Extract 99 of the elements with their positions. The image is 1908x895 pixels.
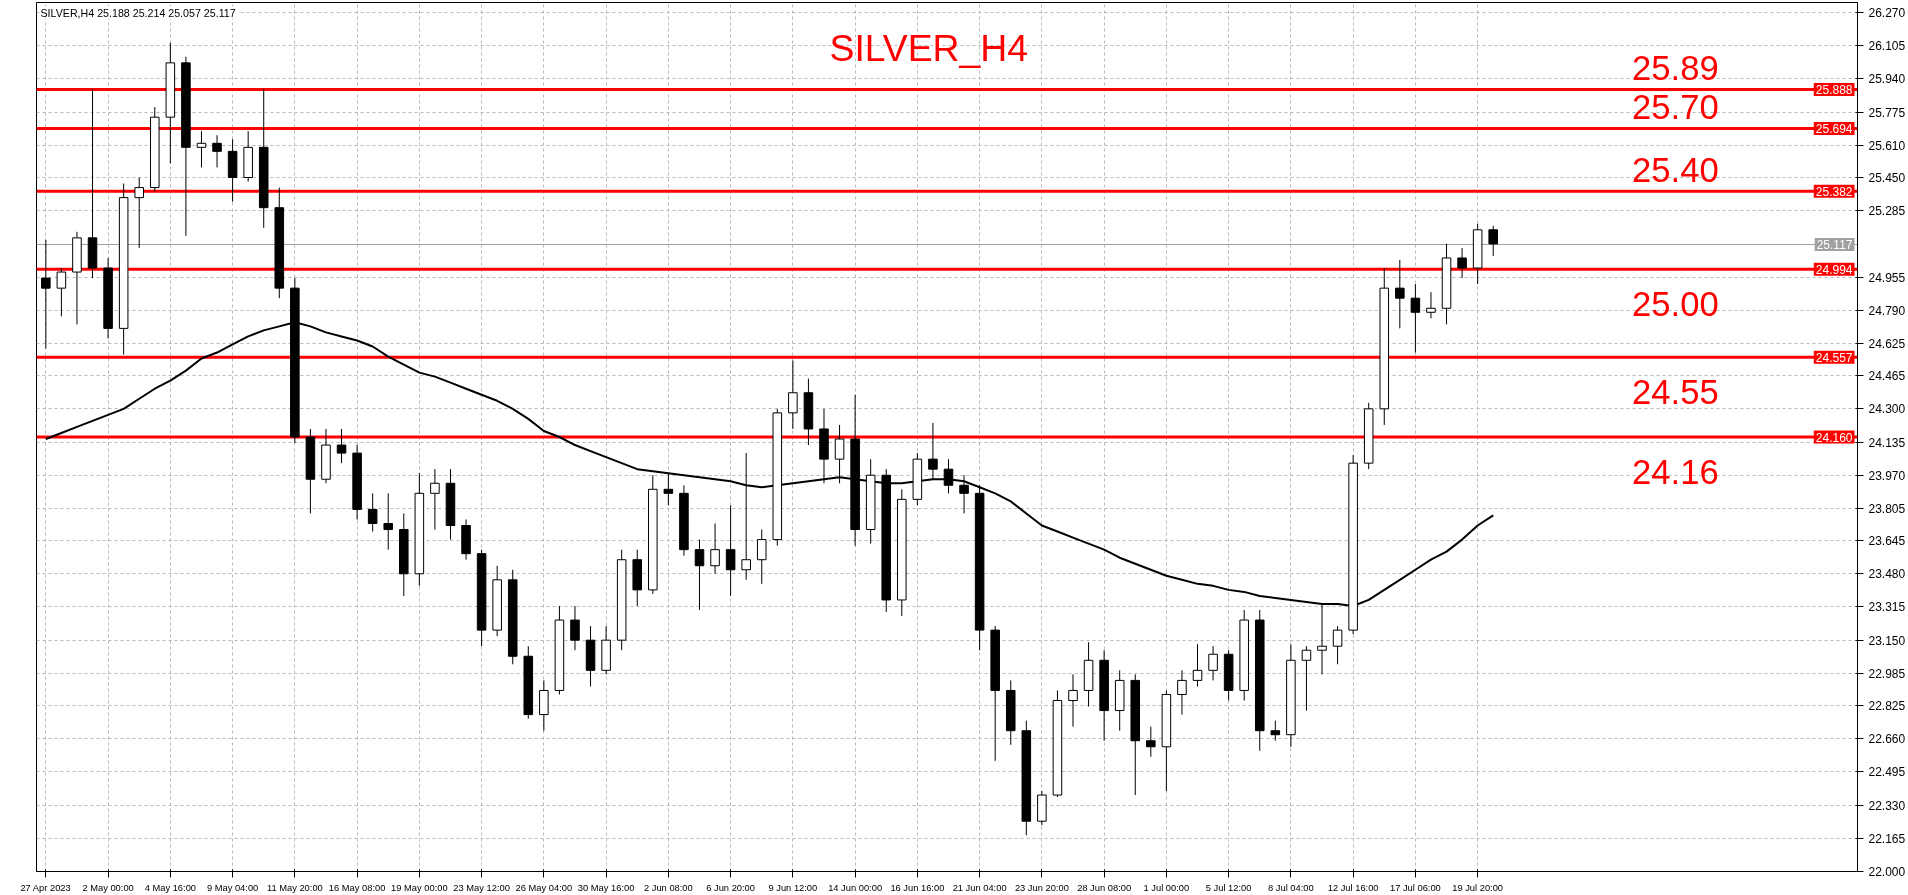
- candlestick: [1301, 645, 1312, 712]
- y-tick-label: 23.150: [1868, 633, 1906, 648]
- text: 24.16: [1632, 453, 1719, 491]
- candlestick: [212, 134, 222, 168]
- y-tick-label: 22.165: [1868, 831, 1906, 846]
- candlestick: [710, 523, 720, 575]
- x-tick-label: 26 May 04:00: [515, 882, 573, 893]
- candlestick: [663, 472, 674, 506]
- x-tick-label: 16 Jun 16:00: [890, 882, 945, 893]
- x-tick-label: 23 Jun 20:00: [1014, 882, 1069, 893]
- y-tick-label: 22.495: [1868, 765, 1906, 780]
- y-tick-label: 25.450: [1868, 171, 1906, 186]
- x-tick-label: 17 Jul 06:00: [1389, 882, 1441, 893]
- y-tick-label: 23.970: [1868, 468, 1906, 483]
- y-tick-label: 24.135: [1868, 435, 1906, 450]
- candlestick: [134, 177, 144, 249]
- candlestick: [383, 492, 394, 551]
- candlestick: [56, 267, 67, 317]
- candlestick: [928, 422, 938, 480]
- candlestick: [788, 360, 798, 430]
- y-tick-label: 22.660: [1868, 732, 1906, 747]
- y-tick-label: 26.105: [1868, 39, 1906, 54]
- text: 25.70: [1632, 88, 1719, 127]
- y-tick-label: 22.825: [1868, 699, 1906, 714]
- x-tick-label: 2 May 00:00: [82, 882, 134, 893]
- candlestick: [756, 529, 767, 585]
- ref-line-label: 25.694: [1815, 121, 1853, 136]
- text: 25.00: [1632, 285, 1719, 324]
- text: SILVER_H4: [829, 26, 1029, 69]
- x-tick-label: 30 May 16:00: [577, 882, 635, 893]
- y-tick-label: 24.790: [1868, 303, 1906, 318]
- y-tick-label: 24.465: [1868, 369, 1906, 384]
- ref-line-label: 25.888: [1815, 82, 1853, 97]
- candlestick: [570, 605, 580, 651]
- candlestick: [834, 424, 845, 484]
- candlestick: [725, 504, 736, 597]
- ref-line-label: 24.557: [1815, 350, 1853, 365]
- candlestick: [196, 130, 207, 168]
- text: 25.89: [1632, 49, 1719, 88]
- y-tick-label: 26.270: [1868, 6, 1906, 21]
- ref-line-label: 24.160: [1815, 430, 1853, 445]
- candlestick: [430, 468, 440, 531]
- x-tick-label: 28 Jun 08:00: [1077, 882, 1132, 893]
- y-tick-label: 25.775: [1868, 105, 1906, 120]
- y-tick-label: 23.805: [1868, 501, 1906, 516]
- y-tick-label: 24.955: [1868, 270, 1906, 285]
- x-tick-label: 12 Jul 16:00: [1327, 882, 1379, 893]
- candlestick: [1457, 247, 1467, 279]
- candlestick: [741, 452, 751, 581]
- candlestick: [336, 428, 347, 464]
- candlestick: [1068, 673, 1078, 728]
- y-tick-label: 24.625: [1868, 336, 1906, 351]
- candlestick: [1146, 726, 1156, 758]
- y-tick-label: 23.315: [1868, 600, 1906, 615]
- candlestick: [1426, 291, 1436, 319]
- x-tick-label: 14 Jun 00:00: [828, 882, 883, 893]
- y-tick-label: 23.480: [1868, 567, 1906, 582]
- ref-line-label: 25.382: [1815, 184, 1853, 199]
- y-tick-label: 25.285: [1868, 204, 1906, 219]
- x-tick-label: 9 Jun 12:00: [768, 882, 818, 893]
- text: 25.40: [1632, 151, 1719, 190]
- x-tick-label: 21 Jun 04:00: [952, 882, 1007, 893]
- candlestick: [694, 539, 705, 611]
- candlestick: [943, 458, 954, 494]
- x-tick-label: 11 May 20:00: [266, 882, 323, 893]
- candlestick: [41, 239, 51, 349]
- candlestick: [1270, 720, 1281, 742]
- candlestick: [1177, 669, 1187, 716]
- x-tick-label: 19 Jul 20:00: [1452, 882, 1504, 893]
- candlestick: [367, 492, 378, 533]
- x-tick-label: 23 May 12:00: [453, 882, 510, 893]
- y-tick-label: 24.300: [1868, 402, 1906, 417]
- candlestick: [1410, 283, 1421, 354]
- x-tick-label: 6 Jun 20:00: [706, 882, 755, 893]
- x-tick-label: 5 Jul 12:00: [1205, 882, 1252, 893]
- x-tick-label: 19 May 00:00: [391, 882, 448, 893]
- y-tick-label: 22.330: [1868, 798, 1906, 813]
- x-tick-label: 8 Jul 04:00: [1268, 882, 1314, 893]
- y-tick-label: 25.940: [1868, 72, 1906, 87]
- y-tick-label: 22.000: [1868, 865, 1906, 879]
- ref-line-label: 24.994: [1815, 262, 1853, 277]
- x-tick-label: 9 May 04:00: [206, 882, 259, 893]
- candlestick: [1192, 643, 1203, 687]
- x-tick-label: 2 Jun 08:00: [643, 882, 693, 893]
- y-tick-label: 22.985: [1868, 666, 1906, 681]
- y-tick-label: 23.645: [1868, 534, 1906, 549]
- x-tick-label: 1 Jul 00:00: [1143, 882, 1190, 893]
- x-tick-label: 4 May 16:00: [144, 882, 197, 893]
- candlestick: [1208, 645, 1218, 681]
- y-tick-label: 25.610: [1868, 138, 1906, 153]
- ref-line-label: 25.117: [1816, 237, 1853, 252]
- chart-subtitle: SILVER,H4 25.188 25.214 25.057 25.117: [40, 6, 236, 19]
- candlestick: [959, 474, 969, 514]
- candlestick: [1488, 225, 1498, 257]
- text: 24.55: [1632, 373, 1719, 412]
- x-tick-label: 16 May 08:00: [328, 882, 386, 893]
- x-tick-label: 27 Apr 2023: [20, 882, 71, 893]
- candlestick: [1332, 625, 1343, 665]
- candlestick: [1395, 259, 1405, 329]
